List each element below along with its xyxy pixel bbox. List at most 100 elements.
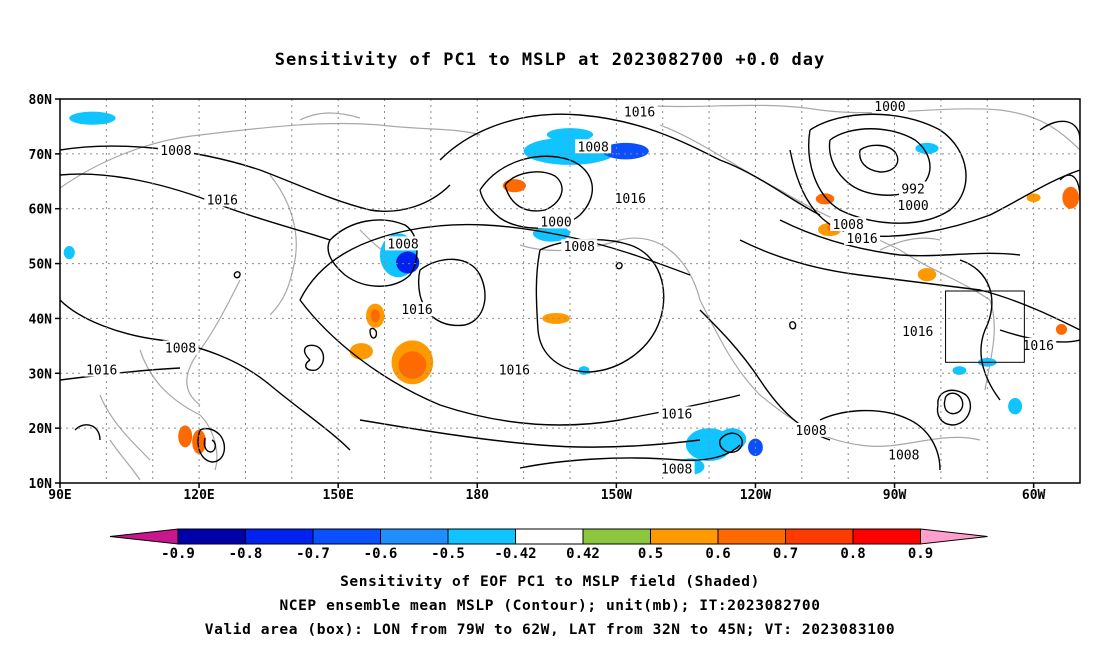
contour-label-background <box>899 324 936 339</box>
contour-label-background <box>538 214 575 229</box>
contour-label: 1016 <box>207 193 238 208</box>
contour-label-background <box>885 447 922 462</box>
contour-label-background <box>204 192 241 207</box>
sensitivity-patch <box>915 142 939 154</box>
sensitivity-patch <box>542 312 570 324</box>
contour-label: 1008 <box>160 144 191 159</box>
caption-line-2: NCEP ensemble mean MSLP (Contour); unit(… <box>279 598 821 614</box>
contour-label: 992 <box>901 183 924 198</box>
colorbar-segment <box>447 528 516 545</box>
contour-label-background <box>399 302 435 317</box>
sensitivity-patch <box>63 246 75 260</box>
lon-tick-label: 150E <box>323 488 354 503</box>
contour-label-background <box>496 362 533 377</box>
contour-label: 1008 <box>661 462 692 477</box>
contour-label: 1016 <box>615 192 646 207</box>
sensitivity-shading <box>63 111 1080 475</box>
contour-label-background <box>385 236 422 251</box>
contour-label: 1016 <box>902 325 933 340</box>
lon-tick-label: 180 <box>466 488 490 503</box>
lon-tick-label: 120W <box>740 488 771 503</box>
contour-label-background <box>658 461 695 476</box>
lon-tick-label: 90E <box>48 488 71 503</box>
contour-label-background <box>162 340 199 355</box>
lon-tick-label: 60W <box>1022 488 1046 503</box>
lat-tick-label: 40N <box>29 312 53 327</box>
sensitivity-patch <box>398 351 427 379</box>
contour-label: 1016 <box>1023 339 1054 354</box>
colorbar-tick-label: 0.8 <box>840 546 865 562</box>
sensitivity-patch <box>815 193 835 205</box>
sensitivity-patch <box>917 267 937 282</box>
contour-label: 1008 <box>833 218 864 233</box>
lat-tick-label: 80N <box>29 93 53 108</box>
sensitivity-patch <box>578 366 590 375</box>
colorbar-tick-label: 0.42 <box>566 546 600 562</box>
colorbar-tick-label: -0.6 <box>364 546 398 562</box>
colorbar-tick-label: 0.9 <box>908 546 933 562</box>
colorbar-tick-label: -0.9 <box>161 546 195 562</box>
contour-label-background <box>575 139 612 154</box>
contour-label: 1008 <box>795 424 826 439</box>
lat-tick-label: 70N <box>29 148 53 163</box>
sensitivity-patch <box>349 343 373 360</box>
colorbar-tick-label: -0.5 <box>431 546 465 562</box>
colorbar-tick-label: -0.8 <box>229 546 263 562</box>
contour-label: 1016 <box>401 303 432 318</box>
contour-label-background <box>621 104 658 119</box>
sensitivity-patch <box>602 142 649 160</box>
contour-label-background <box>793 422 830 437</box>
contour-label: 1008 <box>578 140 609 155</box>
contour-label: 1016 <box>86 364 117 379</box>
contour-label-background <box>157 143 194 158</box>
contour-label: 1008 <box>387 237 418 252</box>
colorbar-tick-label: -0.42 <box>494 546 536 562</box>
sensitivity-patch <box>1026 193 1041 203</box>
lat-tick-label: 10N <box>29 477 53 492</box>
colorbar-segment <box>650 528 719 545</box>
lon-tick-label: 120E <box>183 488 214 503</box>
contour-label-background <box>658 406 695 421</box>
colorbar-segment <box>515 528 584 545</box>
mslp-contours <box>60 113 1080 471</box>
sensitivity-patch <box>502 179 526 193</box>
contour-label-background <box>612 190 649 205</box>
sensitivity-patch <box>1062 186 1080 209</box>
colorbar-segment <box>177 528 246 545</box>
contour-label: 1000 <box>874 100 905 115</box>
colorbar-segment <box>852 528 921 545</box>
sensitivity-patch <box>178 425 193 448</box>
map-title: Sensitivity of PC1 to MSLP at 2023082700… <box>274 50 826 70</box>
colorbar-segment <box>245 528 314 545</box>
valid-area-rect <box>945 290 1025 363</box>
contour-label: 1000 <box>540 215 571 230</box>
contour-label-background <box>844 230 881 245</box>
contour-label-background <box>871 99 908 114</box>
lat-tick-label: 30N <box>29 367 53 382</box>
colorbar-tick-label: 0.7 <box>773 546 798 562</box>
contour-label: 1016 <box>624 106 655 121</box>
contour-label-background <box>899 181 928 196</box>
caption-line-1: Sensitivity of EOF PC1 to MSLP field (Sh… <box>340 574 760 590</box>
lon-tick-label: 150W <box>601 488 632 503</box>
contour-label-background <box>1020 337 1057 352</box>
contour-label: 1016 <box>846 232 877 247</box>
contour-label: 1008 <box>888 449 919 464</box>
colorbar-segment <box>380 528 449 545</box>
sensitivity-patch <box>718 428 747 451</box>
sensitivity-patch <box>1008 397 1023 415</box>
colorbar-segment <box>582 528 651 545</box>
colorbar-tick-label: 0.6 <box>705 546 730 562</box>
contour-label-background <box>830 217 867 232</box>
lat-tick-label: 50N <box>29 258 53 273</box>
colorbar-tick-label: -0.7 <box>296 546 330 562</box>
map-frame <box>59 98 1081 484</box>
lat-tick-label: 60N <box>29 203 53 218</box>
lon-tick-label: 90W <box>883 488 907 503</box>
sensitivity-patch <box>952 366 967 375</box>
sensitivity-patch <box>69 111 116 125</box>
contour-label: 1000 <box>897 199 928 214</box>
contour-label-background <box>561 239 598 254</box>
